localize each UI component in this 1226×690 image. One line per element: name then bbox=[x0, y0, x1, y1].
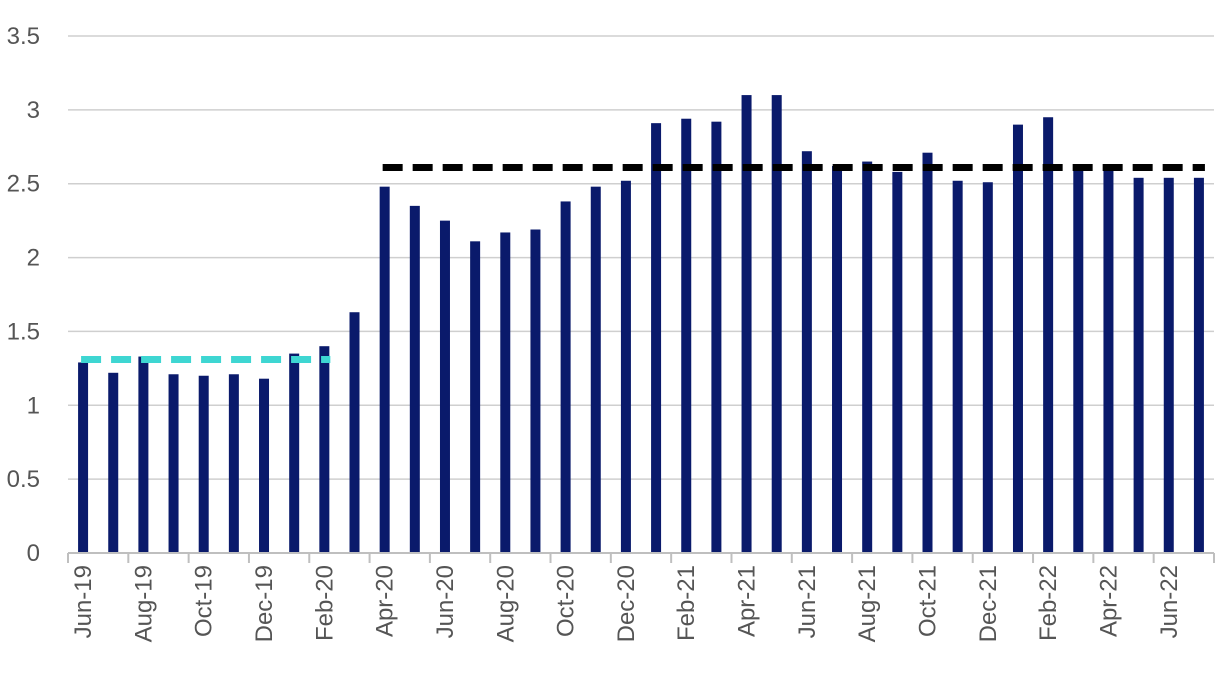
x-tick-label: Oct-20 bbox=[553, 565, 580, 637]
x-tick-label: Jun-19 bbox=[70, 565, 97, 638]
x-tick-label: Jun-22 bbox=[1156, 565, 1183, 638]
bar-Jun-22 bbox=[1163, 177, 1174, 553]
bar-May-21 bbox=[771, 95, 782, 553]
x-tick-label: Apr-20 bbox=[372, 565, 399, 637]
bar-Aug-21 bbox=[862, 161, 873, 554]
bar-Nov-21 bbox=[952, 180, 963, 553]
bar-Jul-20 bbox=[470, 241, 481, 553]
bar-Dec-21 bbox=[982, 182, 993, 554]
x-tick-label: Oct-19 bbox=[191, 565, 218, 637]
x-tick-label: Feb-20 bbox=[311, 565, 338, 641]
bar-Jun-21 bbox=[801, 151, 812, 553]
x-tick-label: Aug-21 bbox=[854, 565, 881, 642]
x-tick-label: Dec-20 bbox=[613, 565, 640, 642]
bar-Mar-21 bbox=[711, 121, 722, 553]
y-tick-label: 2.5 bbox=[7, 171, 40, 198]
x-tick-label: Feb-22 bbox=[1035, 565, 1062, 641]
bar-Mar-20 bbox=[349, 312, 360, 553]
bar-Apr-22 bbox=[1103, 168, 1114, 553]
bars bbox=[78, 95, 1204, 554]
x-tick-label: Dec-19 bbox=[251, 565, 278, 642]
x-tick-label: Aug-20 bbox=[492, 565, 519, 642]
bar-May-22 bbox=[1133, 177, 1144, 553]
bar-Apr-20 bbox=[379, 186, 390, 553]
bar-Oct-19 bbox=[198, 375, 209, 553]
bar-Aug-19 bbox=[138, 356, 149, 553]
bar-May-20 bbox=[409, 205, 420, 553]
x-tick-label: Dec-21 bbox=[975, 565, 1002, 642]
y-tick-label: 3 bbox=[27, 97, 40, 124]
y-tick-label: 3.5 bbox=[7, 23, 40, 50]
bar-Oct-20 bbox=[560, 201, 571, 553]
bar-Sep-20 bbox=[530, 229, 541, 553]
reference-lines bbox=[81, 163, 1205, 363]
bar-Oct-21 bbox=[922, 152, 933, 554]
bar-Jan-20 bbox=[289, 353, 300, 553]
y-tick-label: 1.5 bbox=[7, 318, 40, 345]
bar-Jan-21 bbox=[651, 123, 662, 553]
y-tick-label: 0.5 bbox=[7, 466, 40, 493]
bar-Feb-22 bbox=[1043, 117, 1054, 553]
y-tick-label: 1 bbox=[27, 392, 40, 419]
y-axis-labels: 0 0.5 1 1.5 2 2.5 3 3.5 bbox=[7, 23, 40, 567]
bar-Nov-19 bbox=[228, 374, 239, 553]
x-tick-label: Jun-20 bbox=[432, 565, 459, 638]
y-tick-label: 2 bbox=[27, 245, 40, 272]
bar-Nov-20 bbox=[590, 186, 601, 553]
bar-Mar-22 bbox=[1073, 168, 1084, 553]
x-axis-ticks bbox=[67, 553, 1215, 563]
bar-Sep-21 bbox=[892, 171, 903, 553]
gridlines bbox=[68, 35, 1214, 480]
bar-Jan-22 bbox=[1012, 124, 1023, 553]
y-tick-label: 0 bbox=[27, 540, 40, 567]
bar-Feb-21 bbox=[681, 118, 692, 553]
bar-Jun-19 bbox=[78, 362, 89, 553]
bar-Dec-19 bbox=[259, 378, 270, 553]
x-tick-label: Oct-21 bbox=[915, 565, 942, 637]
bar-Dec-20 bbox=[620, 180, 631, 553]
bar-Jun-20 bbox=[439, 220, 450, 553]
bar-Aug-20 bbox=[500, 232, 511, 553]
x-tick-label: Apr-21 bbox=[734, 565, 761, 637]
bar-Jul-19 bbox=[108, 372, 119, 553]
x-tick-label: Aug-19 bbox=[130, 565, 157, 642]
bar-Jul-21 bbox=[832, 165, 843, 553]
x-axis-labels: Jun-19 Aug-19 Oct-19 Dec-19 Feb-20 Apr-20 Jun-… bbox=[70, 565, 1183, 642]
bar-Jul-22 bbox=[1193, 177, 1204, 553]
bar-Feb-20 bbox=[319, 346, 330, 553]
x-tick-label: Jun-21 bbox=[794, 565, 821, 638]
x-tick-label: Apr-22 bbox=[1095, 565, 1122, 637]
x-tick-label: Feb-21 bbox=[673, 565, 700, 641]
bar-Sep-19 bbox=[168, 374, 179, 553]
bar-Apr-21 bbox=[741, 95, 752, 553]
